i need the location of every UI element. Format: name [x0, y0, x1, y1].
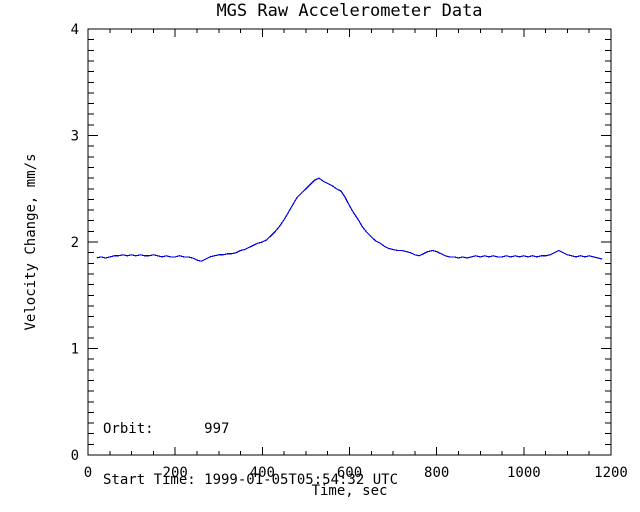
y-tick-label: 1: [71, 342, 79, 358]
y-tick-label: 2: [71, 235, 79, 251]
x-tick-label: 400: [250, 465, 275, 481]
annotation-orbit: Orbit: 997: [103, 421, 230, 437]
y-tick-label: 4: [71, 22, 79, 38]
x-tick-label: 200: [163, 465, 188, 481]
x-tick-label: 1000: [507, 465, 541, 481]
y-axis-label: Velocity Change, mm/s: [23, 153, 39, 331]
data-curve: [96, 177, 603, 262]
y-tick-label: 3: [71, 129, 79, 145]
x-axis-label: Time, sec: [311, 483, 388, 499]
y-tick-label: 0: [71, 448, 79, 464]
x-tick-label: 0: [84, 465, 92, 481]
x-tick-label: 600: [337, 465, 362, 481]
annotation-start-time: Start Time: 1999-01-05T05:54:32 UTC: [103, 472, 399, 488]
x-tick-label: 800: [424, 465, 449, 481]
x-tick-label: 1200: [594, 465, 628, 481]
annotation-block: Orbit: 997 Start Time: 1999-01-05T05:54:…: [103, 387, 398, 512]
chart-title: MGS Raw Accelerometer Data: [216, 1, 483, 21]
